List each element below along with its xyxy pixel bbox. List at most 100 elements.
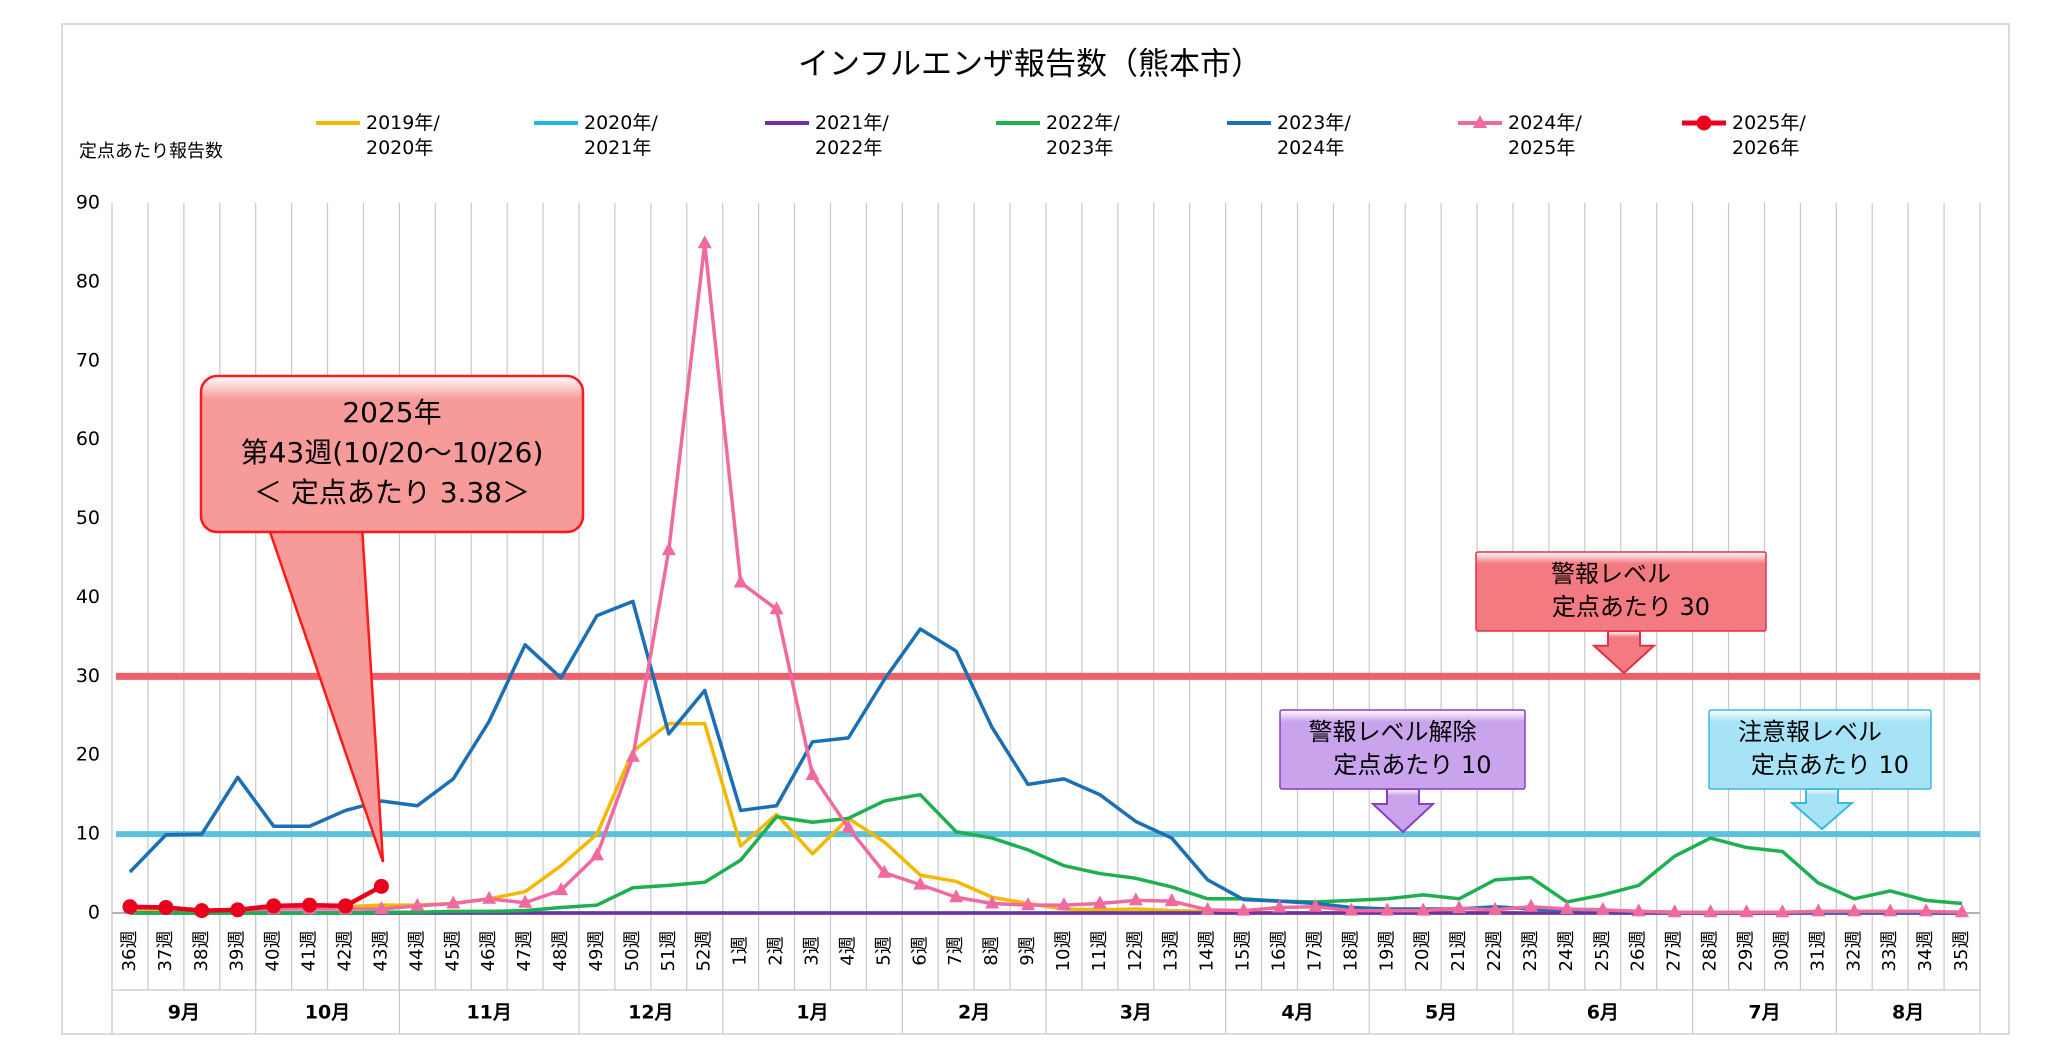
x-tick-label: 43週 bbox=[370, 931, 391, 972]
annotation-box bbox=[1708, 709, 1932, 790]
y-tick-label: 10 bbox=[76, 823, 100, 845]
chart-title: インフルエンザ報告数（熊本市） bbox=[798, 47, 1262, 83]
point-marker bbox=[1811, 903, 1826, 917]
annotation-text: 定点あたり 30 bbox=[1552, 593, 1710, 621]
point-marker bbox=[374, 901, 389, 915]
x-tick-label: 23週 bbox=[1520, 931, 1541, 972]
x-tick-label: 32週 bbox=[1843, 931, 1864, 972]
x-tick-label: 26週 bbox=[1628, 931, 1649, 972]
point-marker bbox=[1488, 901, 1503, 915]
legend-label: 2025年/2026年 bbox=[1732, 112, 1806, 159]
x-tick-label: 21週 bbox=[1448, 931, 1469, 972]
x-tick-label: 12週 bbox=[1125, 931, 1146, 972]
x-tick-label: 29週 bbox=[1736, 931, 1757, 972]
point-marker bbox=[733, 574, 748, 588]
annotation-text: ＜ 定点あたり 3.38＞ bbox=[254, 476, 530, 509]
y-tick-label: 60 bbox=[76, 428, 100, 450]
point-marker bbox=[985, 895, 1000, 909]
point-marker bbox=[1847, 903, 1862, 917]
annotation-text: 2025年 bbox=[342, 396, 441, 429]
y-tick-label: 50 bbox=[76, 507, 100, 529]
y-tick-label: 70 bbox=[76, 349, 100, 371]
point-marker bbox=[158, 899, 174, 915]
x-tick-label: 31週 bbox=[1807, 931, 1828, 972]
point-marker bbox=[302, 897, 318, 913]
x-tick-label: 2週 bbox=[766, 936, 787, 965]
point-marker bbox=[949, 889, 964, 903]
point-marker bbox=[1452, 900, 1467, 914]
x-tick-label: 9週 bbox=[1017, 936, 1038, 965]
callout-joint bbox=[270, 524, 360, 530]
x-tick-label: 22週 bbox=[1484, 931, 1505, 972]
x-tick-label: 50週 bbox=[622, 931, 643, 972]
point-marker bbox=[661, 542, 676, 556]
point-marker bbox=[230, 902, 246, 918]
x-tick-label: 30週 bbox=[1771, 931, 1792, 972]
point-marker bbox=[1595, 901, 1610, 915]
y-tick-label: 90 bbox=[76, 192, 100, 214]
x-tick-label: 49週 bbox=[586, 931, 607, 972]
point-marker bbox=[266, 898, 282, 914]
point-marker bbox=[554, 882, 569, 896]
x-tick-label: 27週 bbox=[1664, 931, 1685, 972]
month-label: 5月 bbox=[1425, 1002, 1457, 1024]
month-label: 7月 bbox=[1748, 1002, 1780, 1024]
point-marker bbox=[1667, 904, 1682, 918]
point-marker bbox=[1128, 892, 1143, 906]
month-label: 4月 bbox=[1281, 1002, 1313, 1024]
month-label: 8月 bbox=[1892, 1002, 1924, 1024]
point-marker bbox=[1380, 902, 1395, 916]
x-tick-label: 3週 bbox=[802, 936, 823, 965]
month-label: 2月 bbox=[958, 1002, 990, 1024]
point-marker bbox=[1883, 903, 1898, 917]
x-tick-label: 20週 bbox=[1412, 931, 1433, 972]
y-axis-label: 定点あたり報告数 bbox=[79, 141, 223, 162]
x-tick-label: 48週 bbox=[550, 931, 571, 972]
point-marker bbox=[1272, 899, 1287, 913]
point-marker bbox=[1056, 897, 1071, 911]
point-marker bbox=[589, 847, 604, 861]
x-tick-label: 25週 bbox=[1592, 931, 1613, 972]
annotation-text: 警報レベル解除 bbox=[1309, 718, 1477, 746]
x-tick-label: 4週 bbox=[837, 936, 858, 965]
point-marker bbox=[877, 864, 892, 878]
x-tick-label: 10週 bbox=[1053, 931, 1074, 972]
point-marker bbox=[1473, 115, 1487, 128]
legend-label: 2020年/2021年 bbox=[584, 112, 658, 159]
annotation-text: 第43週(10/20～10/26) bbox=[241, 436, 544, 469]
point-marker bbox=[1559, 901, 1574, 915]
x-tick-label: 39週 bbox=[227, 931, 248, 972]
point-marker bbox=[805, 766, 820, 780]
point-marker bbox=[1344, 902, 1359, 916]
x-tick-label: 42週 bbox=[335, 931, 356, 972]
annotation-arrow bbox=[1789, 788, 1855, 831]
point-marker bbox=[1236, 902, 1251, 916]
point-marker bbox=[1200, 901, 1215, 915]
legend-label: 2021年/2022年 bbox=[815, 112, 889, 159]
x-tick-label: 24週 bbox=[1556, 931, 1577, 972]
point-marker bbox=[373, 878, 389, 894]
x-tick-label: 41週 bbox=[299, 931, 320, 972]
point-marker bbox=[1308, 898, 1323, 912]
x-tick-label: 7週 bbox=[945, 936, 966, 965]
point-marker bbox=[1631, 903, 1646, 917]
x-tick-label: 45週 bbox=[442, 931, 463, 972]
legend-label: 2023年/2024年 bbox=[1277, 112, 1351, 159]
x-tick-label: 11週 bbox=[1089, 931, 1110, 972]
x-tick-label: 47週 bbox=[514, 931, 535, 972]
month-label: 3月 bbox=[1120, 1002, 1152, 1024]
annotation-box bbox=[199, 374, 585, 534]
point-marker bbox=[1696, 115, 1712, 131]
x-tick-label: 13週 bbox=[1161, 931, 1182, 972]
legend-label: 2022年/2023年 bbox=[1046, 112, 1120, 159]
point-marker bbox=[769, 601, 784, 615]
y-tick-label: 40 bbox=[76, 586, 100, 608]
x-tick-label: 51週 bbox=[658, 931, 679, 972]
x-tick-label: 36週 bbox=[119, 931, 140, 972]
annotation-text: 警報レベル bbox=[1551, 560, 1671, 588]
x-tick-label: 14週 bbox=[1197, 931, 1218, 972]
point-marker bbox=[122, 899, 138, 915]
month-label: 10月 bbox=[305, 1002, 350, 1024]
